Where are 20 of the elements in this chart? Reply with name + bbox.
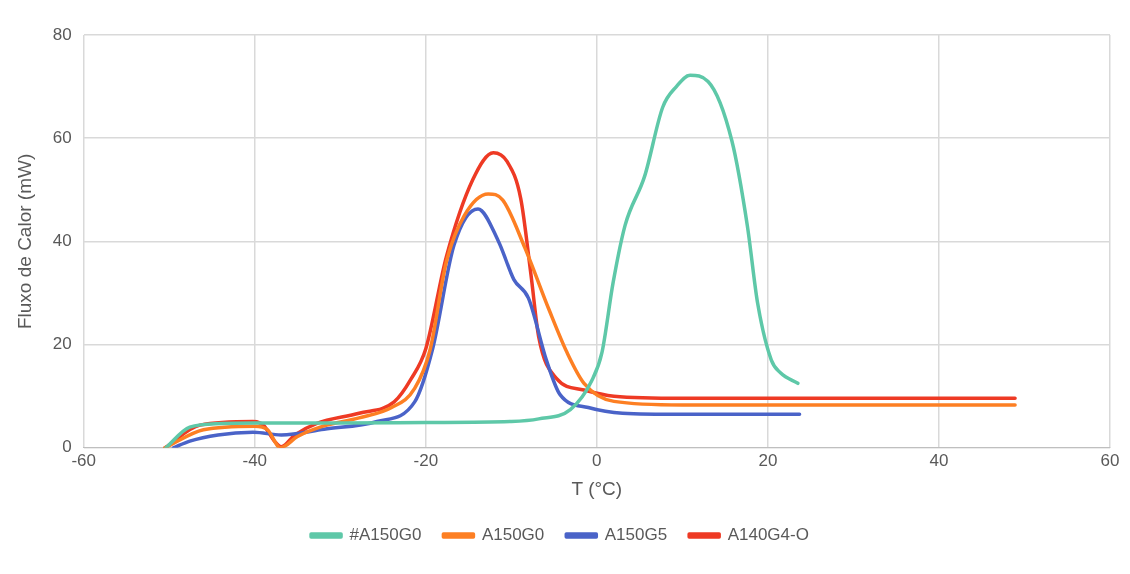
- x-tick-label: 0: [592, 450, 602, 470]
- legend-label: A150G0: [481, 525, 545, 545]
- x-tick-label: -40: [242, 450, 268, 470]
- y-tick-label: 20: [52, 334, 72, 354]
- legend-label: A140G4-O: [727, 525, 809, 545]
- x-tick-label: 20: [758, 450, 778, 470]
- y-tick-label: 0: [62, 437, 72, 457]
- line-series: [164, 73, 800, 448]
- x-tick-label: -20: [413, 450, 439, 470]
- x-tick-label: -60: [71, 450, 96, 470]
- legend-label: #A150G0: [349, 525, 422, 545]
- line-series: [171, 207, 802, 448]
- y-tick-label: 80: [52, 24, 72, 44]
- x-axis-title: T (°C): [571, 477, 623, 499]
- y-tick-label: 60: [52, 127, 72, 147]
- x-tick-label: 60: [1100, 450, 1120, 470]
- y-axis-title: Fluxo de Calor (mW): [13, 153, 35, 330]
- legend-label: A150G5: [604, 525, 668, 545]
- x-tick-label: 40: [929, 450, 949, 470]
- y-tick-label: 40: [52, 231, 72, 251]
